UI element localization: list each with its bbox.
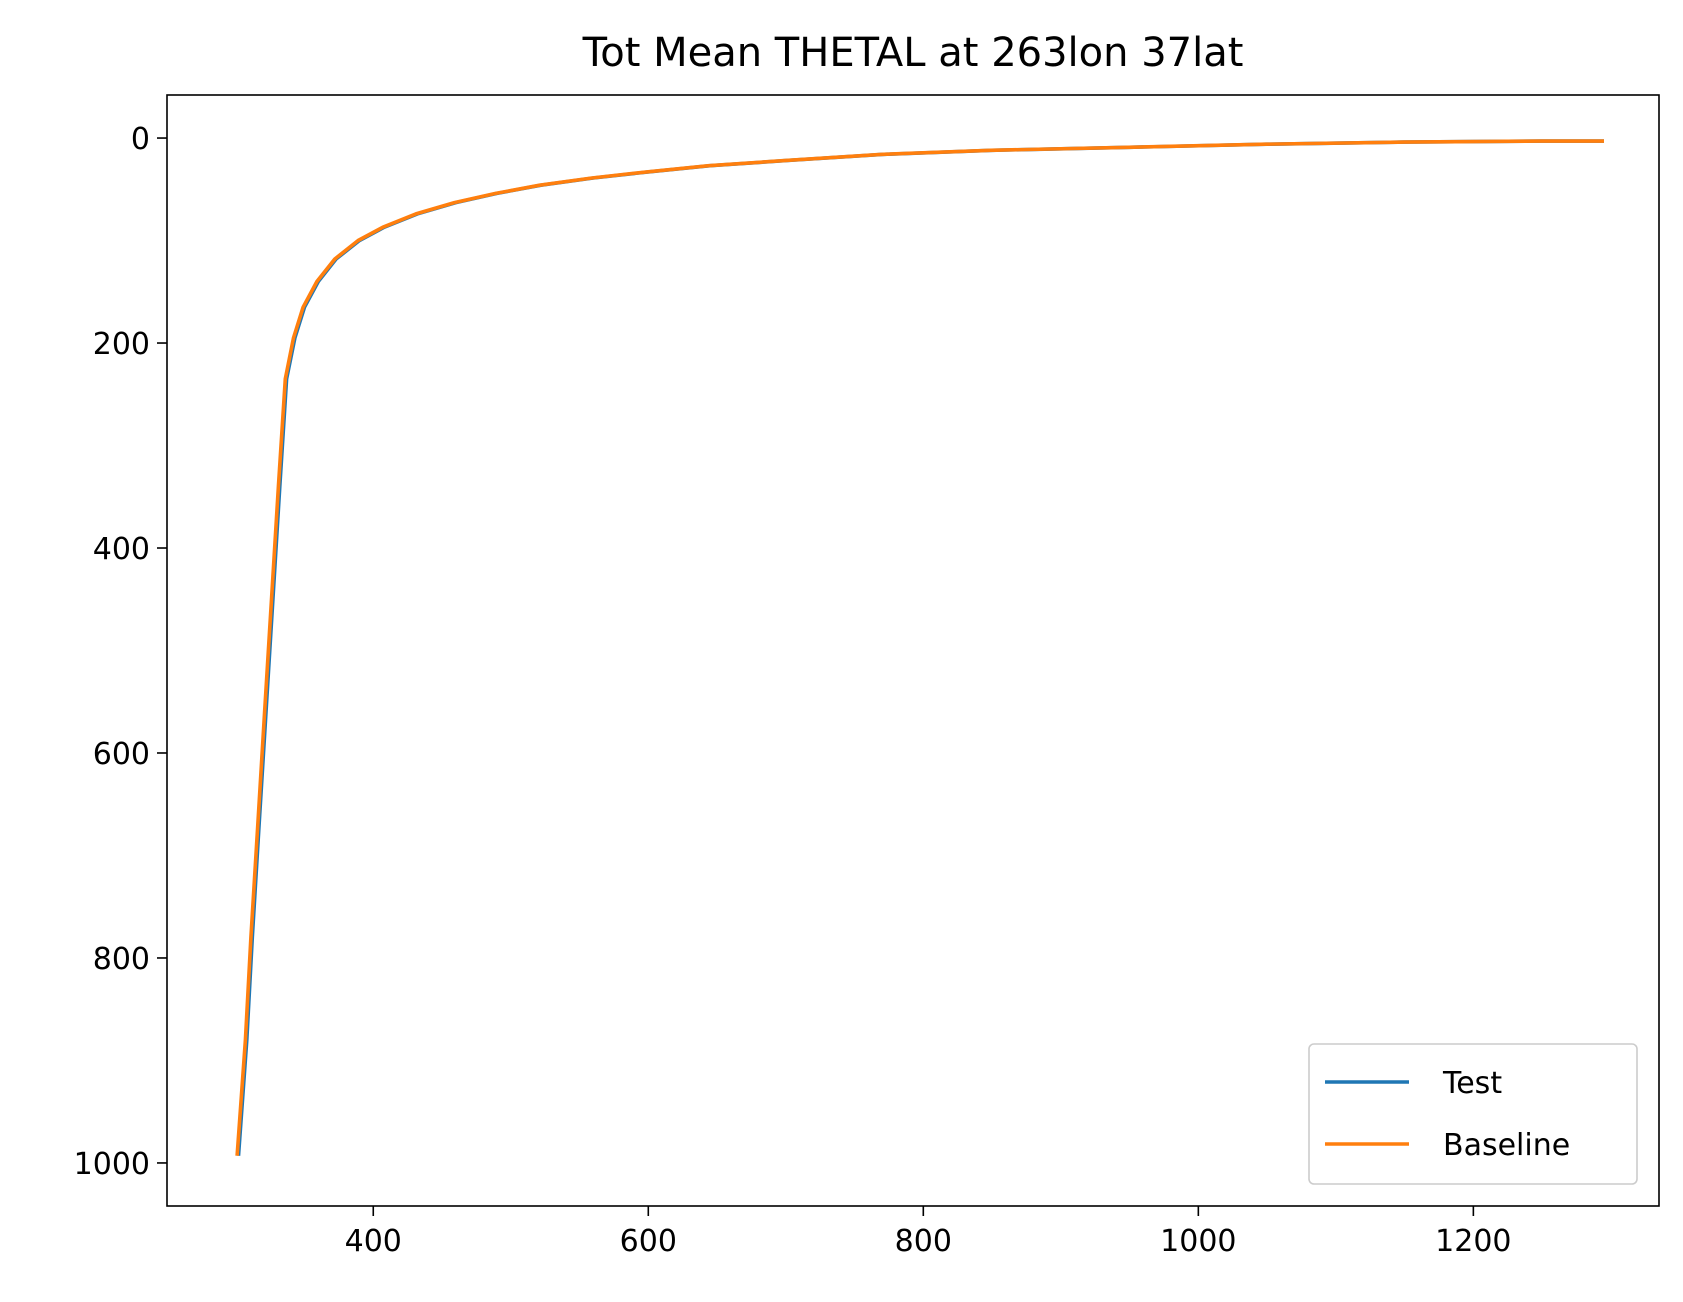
legend-box: [1308, 1043, 1638, 1185]
plot-area: [166, 94, 1660, 1207]
x-tick-label: 800: [895, 1224, 952, 1259]
legend-label: Test: [1442, 1066, 1502, 1101]
series-line-test: [236, 139, 1604, 1156]
x-tick-label: 1000: [1160, 1224, 1236, 1259]
y-tick-label: 600: [93, 737, 150, 772]
series-line-baseline: [235, 139, 1604, 1156]
legend: Test Baseline: [1308, 1043, 1638, 1185]
y-tick-label: 0: [131, 122, 150, 157]
y-tick-label: 1000: [74, 1147, 150, 1182]
x-tick-label: 1200: [1435, 1224, 1511, 1259]
chart-title: Tot Mean THETAL at 263lon 37lat: [582, 30, 1244, 76]
y-tick-label: 400: [93, 532, 150, 567]
x-tick-label: 600: [620, 1224, 677, 1259]
y-tick-label: 800: [93, 942, 150, 977]
y-tick-label: 200: [93, 327, 150, 362]
y-axis: 0 200 400 600 800 1000: [74, 122, 167, 1182]
series-layer: [235, 139, 1604, 1156]
x-tick-label: 400: [345, 1224, 402, 1259]
axes-frame: [166, 94, 1660, 1207]
x-axis: 400 600 800 1000 1200: [345, 1206, 1512, 1259]
legend-label: Baseline: [1443, 1128, 1570, 1163]
